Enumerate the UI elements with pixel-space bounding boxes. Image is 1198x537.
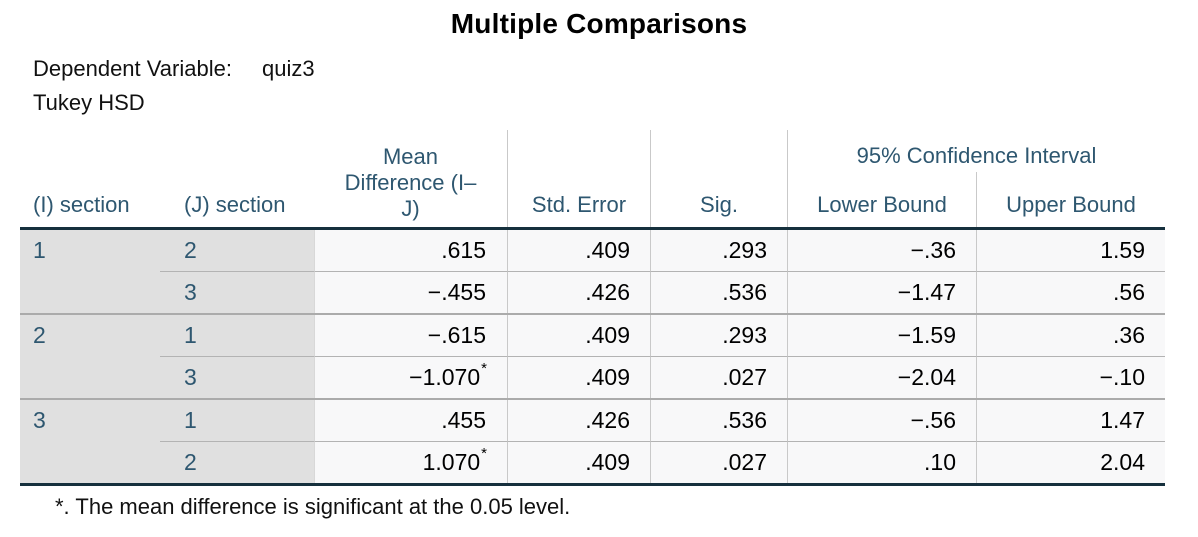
j-section-cell: 1	[160, 315, 314, 356]
std-error-cell: .409	[507, 356, 650, 398]
comparison-group-3: 3 1 .455 .426 .536 −.56 1.47 2 1.070* .4…	[20, 398, 1165, 483]
std-error-cell: .409	[507, 230, 650, 271]
mean-difference-cell: .455	[314, 400, 507, 441]
mean-difference-value: −.455	[427, 279, 486, 305]
sig-cell: .027	[650, 441, 787, 483]
mean-difference-value: −1.070	[409, 364, 481, 390]
std-error-cell: .409	[507, 315, 650, 356]
comparison-group-2: 2 1 −.615 .409 .293 −1.59 .36 3 −1.070* …	[20, 313, 1165, 398]
dependent-variable-line: Dependent Variable: quiz3	[33, 52, 1198, 86]
j-section-cell: 1	[160, 400, 314, 441]
table-header-row: (I) section (J) section Mean Difference …	[20, 130, 1165, 227]
significance-asterisk: *	[481, 360, 487, 378]
header-lower-bound: Lower Bound	[817, 192, 947, 217]
spss-output-page: Multiple Comparisons Dependent Variable:…	[0, 8, 1198, 520]
lower-bound-cell: .10	[787, 441, 976, 483]
j-section-cell: 3	[160, 356, 314, 398]
sig-cell: .027	[650, 356, 787, 398]
lower-bound-cell: −2.04	[787, 356, 976, 398]
sig-cell: .536	[650, 271, 787, 313]
upper-bound-cell: 1.59	[976, 230, 1165, 271]
dependent-variable-value: quiz3	[261, 56, 315, 81]
i-section-cell: 2	[20, 315, 160, 398]
i-section-cell: 3	[20, 400, 160, 483]
upper-bound-cell: .36	[976, 315, 1165, 356]
mean-difference-cell: .615	[314, 230, 507, 271]
lower-bound-cell: −1.47	[787, 271, 976, 313]
std-error-cell: .426	[507, 400, 650, 441]
upper-bound-cell: −.10	[976, 356, 1165, 398]
significance-asterisk: *	[481, 445, 487, 463]
table-title: Multiple Comparisons	[450, 8, 748, 39]
mean-difference-value: 1.070	[422, 449, 481, 475]
upper-bound-cell: 1.47	[976, 400, 1165, 441]
header-i-section: (I) section	[33, 192, 130, 217]
mean-difference-cell: 1.070*	[314, 441, 507, 483]
j-section-cell: 2	[160, 230, 314, 271]
multiple-comparisons-table: (I) section (J) section Mean Difference …	[20, 130, 1165, 486]
mean-difference-cell: −.455	[314, 271, 507, 313]
header-upper-bound: Upper Bound	[976, 172, 1165, 227]
header-std-error: Std. Error	[507, 130, 650, 227]
lower-bound-cell: −.56	[787, 400, 976, 441]
comparison-group-1: 1 2 .615 .409 .293 −.36 1.59 3 −.455 .42…	[20, 230, 1165, 313]
j-section-cell: 3	[160, 271, 314, 313]
i-section-cell: 1	[20, 230, 160, 313]
sig-cell: .536	[650, 400, 787, 441]
std-error-cell: .409	[507, 441, 650, 483]
lower-bound-cell: −1.59	[787, 315, 976, 356]
lower-bound-cell: −.36	[787, 230, 976, 271]
mean-difference-cell: −.615	[314, 315, 507, 356]
mean-difference-cell: −1.070*	[314, 356, 507, 398]
sig-cell: .293	[650, 315, 787, 356]
header-confidence-interval-group: 95% Confidence Interval Lower Bound Uppe…	[787, 130, 1165, 227]
std-error-cell: .426	[507, 271, 650, 313]
dependent-variable-label: Dependent Variable:	[33, 56, 232, 81]
sig-cell: .293	[650, 230, 787, 271]
method-label: Tukey HSD	[33, 90, 145, 115]
upper-bound-cell: .56	[976, 271, 1165, 313]
mean-difference-value: .615	[441, 237, 486, 263]
header-confidence-interval: 95% Confidence Interval	[856, 143, 1097, 168]
upper-bound-cell: 2.04	[976, 441, 1165, 483]
header-j-section: (J) section	[184, 192, 286, 217]
table-body: 1 2 .615 .409 .293 −.36 1.59 3 −.455 .42…	[20, 227, 1165, 486]
header-mean-difference: Mean Difference (I– J)	[344, 144, 477, 221]
significance-footnote: *. The mean difference is significant at…	[55, 494, 571, 519]
header-sig: Sig.	[650, 130, 787, 227]
table-captions: Dependent Variable: quiz3 Tukey HSD	[33, 52, 1198, 120]
mean-difference-value: .455	[441, 407, 486, 433]
j-section-cell: 2	[160, 441, 314, 483]
mean-difference-value: −.615	[427, 322, 486, 348]
